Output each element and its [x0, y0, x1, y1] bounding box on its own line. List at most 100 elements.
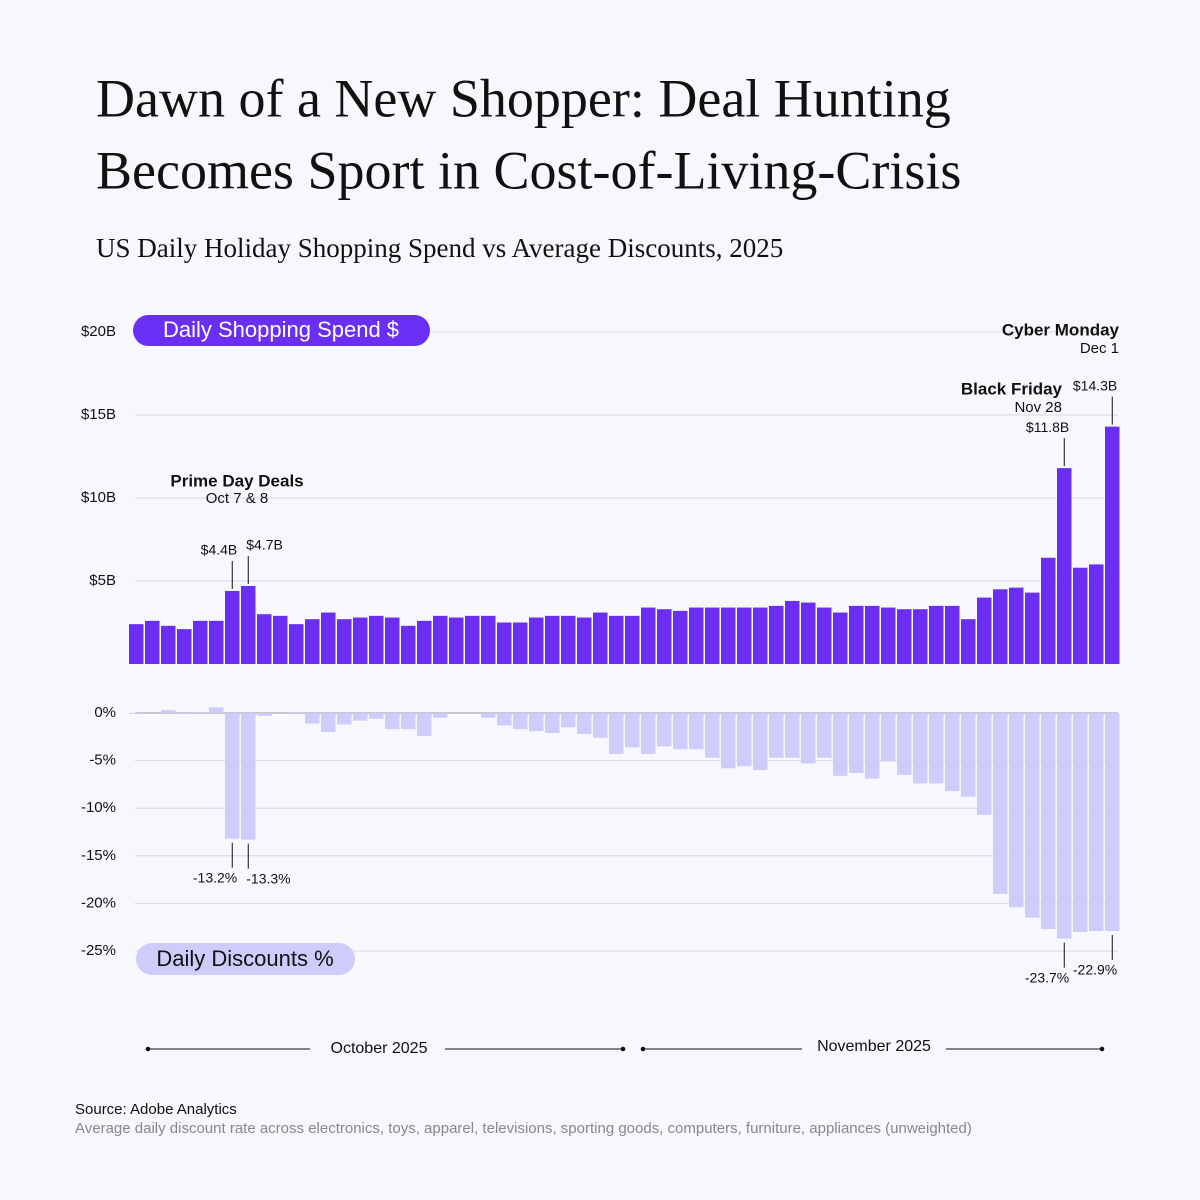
bar — [177, 713, 192, 714]
bar — [913, 713, 928, 784]
bar — [1009, 587, 1024, 664]
x-group-label: October 2025 — [331, 1040, 428, 1057]
bar — [161, 710, 176, 714]
bar — [561, 615, 576, 664]
bar — [241, 713, 256, 840]
chart-title: Dawn of a New Shopper: Deal Hunting — [96, 68, 951, 128]
bar — [193, 712, 208, 714]
bar — [225, 590, 240, 664]
bar — [513, 622, 528, 664]
bar — [641, 607, 656, 664]
bar — [337, 619, 352, 664]
bar — [545, 615, 560, 664]
bar — [145, 620, 160, 664]
bar — [257, 713, 272, 716]
bar — [241, 585, 256, 664]
bar — [481, 713, 496, 718]
bar — [417, 620, 432, 664]
series-badge — [136, 943, 355, 975]
bar — [545, 713, 560, 734]
annotation-date: Oct 7 & 8 — [206, 490, 269, 507]
bar — [1041, 557, 1056, 664]
bar — [833, 713, 848, 776]
bar — [609, 713, 624, 754]
value-label: $11.8B — [1026, 419, 1069, 435]
bar — [737, 713, 752, 767]
bar — [753, 713, 768, 771]
bar — [433, 713, 448, 718]
bar — [225, 713, 240, 839]
bar — [209, 620, 224, 664]
bar — [129, 713, 144, 714]
bar — [705, 713, 720, 758]
bar — [401, 713, 416, 730]
annotation-date: Dec 1 — [1080, 340, 1119, 357]
bar — [993, 713, 1008, 894]
note: Average daily discount rate across elect… — [75, 1120, 972, 1137]
bar — [625, 713, 640, 748]
bar — [593, 713, 608, 738]
month-axis — [145, 1046, 1105, 1052]
value-label: -22.9% — [1073, 962, 1117, 978]
bar — [577, 713, 592, 734]
bar — [593, 612, 608, 664]
bar — [705, 607, 720, 664]
bar — [817, 713, 832, 758]
bar — [1105, 426, 1120, 664]
series-name: Daily Discounts % — [156, 946, 333, 971]
bar — [625, 615, 640, 664]
bar — [385, 713, 400, 730]
y-tick-label: $20B — [81, 323, 116, 340]
bar — [833, 612, 848, 664]
value-label: -23.7% — [1025, 969, 1069, 985]
bar — [673, 610, 688, 664]
bar — [689, 607, 704, 664]
bar — [977, 713, 992, 815]
bar — [753, 607, 768, 664]
bar — [529, 617, 544, 664]
bar — [785, 600, 800, 664]
y-tick-label: $5B — [89, 572, 116, 589]
bar — [193, 620, 208, 664]
bar — [961, 713, 976, 797]
bar — [945, 713, 960, 792]
bar — [1057, 468, 1072, 664]
bar — [529, 713, 544, 732]
bar — [481, 615, 496, 664]
bar — [449, 617, 464, 664]
bar — [865, 713, 880, 779]
bar — [961, 619, 976, 664]
bar — [801, 713, 816, 764]
bar — [897, 609, 912, 664]
bar — [897, 713, 912, 775]
bar — [673, 713, 688, 750]
bar — [1073, 567, 1088, 664]
bar — [561, 713, 576, 728]
bar — [1025, 713, 1040, 918]
plot: $5B $10B $15B $20B $4.4B $4.7B $11.8B $14.3B 0% -… — [81, 323, 1120, 985]
bar — [385, 617, 400, 664]
y-tick-label: -15% — [81, 847, 116, 864]
bar — [609, 615, 624, 664]
bar — [497, 622, 512, 664]
bar — [289, 624, 304, 664]
y-tick-label: -5% — [89, 752, 116, 769]
bar — [1009, 713, 1024, 908]
bar — [497, 713, 512, 726]
bar — [433, 615, 448, 664]
bar — [209, 707, 224, 714]
bar — [721, 607, 736, 664]
annotation-date: Nov 28 — [1014, 399, 1062, 416]
bar — [289, 712, 304, 714]
bar — [865, 605, 880, 664]
bar — [321, 713, 336, 733]
bar — [993, 589, 1008, 664]
value-label: $14.3B — [1073, 377, 1117, 393]
bar — [977, 597, 992, 664]
bar — [721, 713, 736, 769]
bar — [417, 713, 432, 736]
bar — [801, 602, 816, 664]
bar — [913, 609, 928, 664]
y-tick-label: 0% — [94, 704, 116, 721]
